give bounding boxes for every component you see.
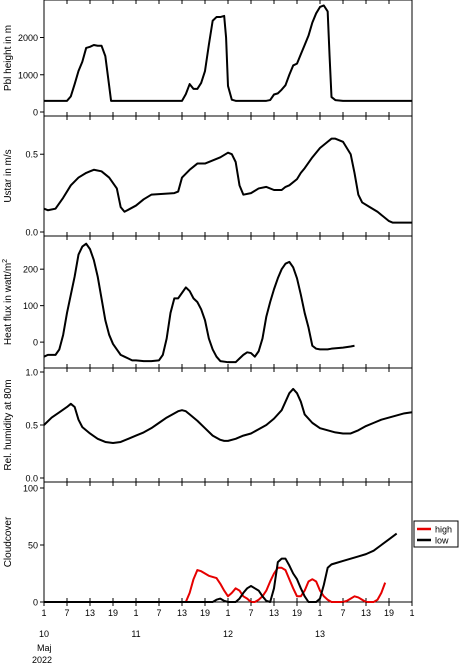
x-tick-label: 19: [108, 608, 118, 618]
x-tick-label: 7: [248, 608, 253, 618]
x-month-label: Maj: [37, 643, 52, 653]
x-tick-label: 7: [340, 608, 345, 618]
x-year-label: 2022: [32, 655, 52, 664]
panel-frame: [43, 235, 413, 369]
y-axis-label: Cloudcover: [3, 516, 14, 567]
series-line-heat: [43, 242, 355, 364]
y-tick-label: 0: [33, 108, 38, 118]
x-day-label: 12: [223, 629, 233, 639]
panel-frame: [43, 115, 413, 237]
y-tick-label: 100: [23, 301, 38, 311]
y-tick-label: 0.5: [25, 150, 38, 160]
y-tick-label: 50: [28, 541, 38, 551]
panel-rh: 0.0 0.5 1.0 Rel. humidity at 80m: [3, 367, 413, 484]
legend-entry: high: [435, 525, 452, 535]
y-tick-label: 0.0: [25, 474, 38, 484]
panel-frame: [43, 367, 413, 483]
x-tick-label: 13: [85, 608, 95, 618]
x-tick-label: 7: [64, 608, 69, 618]
x-tick-label: 1: [225, 608, 230, 618]
y-tick-label: 1000: [18, 70, 38, 80]
y-tick-label: 1.0: [25, 368, 38, 378]
series-line-ustar: [43, 137, 412, 224]
y-axis-label: Pbl height in m: [3, 25, 14, 91]
x-day-label: 10: [39, 629, 49, 639]
x-day-label: 13: [315, 629, 325, 639]
x-axis: 1 7 13 19 1 7 13 19 1 7 13 19 1 7 13 19 1 10 11 12 13 Maj 2022: [32, 602, 415, 664]
x-tick-label: 13: [361, 608, 371, 618]
y-tick-label: 0: [33, 598, 38, 608]
y-axis-label: Heat flux in watt/m2: [2, 259, 14, 345]
y-axis-label: Ustar in m/s: [3, 149, 14, 202]
panel-pbl: 0 1000 2000 Pbl height in m: [3, 0, 413, 118]
x-tick-label: 1: [409, 608, 414, 618]
legend-entry: low: [435, 536, 449, 546]
y-tick-label: 200: [23, 265, 38, 275]
y-tick-label: 100: [23, 484, 38, 494]
y-tick-label: 0.5: [25, 421, 38, 431]
series-line-low: [44, 532, 398, 603]
x-tick-label: 7: [156, 608, 161, 618]
x-tick-label: 1: [41, 608, 46, 618]
x-tick-label: 19: [384, 608, 394, 618]
x-tick-label: 19: [292, 608, 302, 618]
y-tick-label: 0: [33, 338, 38, 348]
series-line-rh: [43, 387, 413, 445]
x-tick-label: 1: [317, 608, 322, 618]
panel-frame: [43, 481, 413, 603]
panel-ustar: 0.0 0.5 Ustar in m/s: [3, 115, 413, 238]
series-line-pbl: [44, 4, 412, 102]
x-tick-label: 1: [133, 608, 138, 618]
x-tick-label: 19: [200, 608, 210, 618]
panel-heat: 0 100 200 Heat flux in watt/m2: [2, 235, 413, 369]
x-tick-label: 13: [177, 608, 187, 618]
legend-box: [413, 520, 459, 548]
x-day-label: 11: [131, 629, 140, 639]
series-line-high: [44, 566, 387, 603]
y-tick-label: 0.0: [25, 228, 38, 238]
x-tick-label: 13: [269, 608, 279, 618]
panel-frame: [43, 0, 413, 117]
y-axis-label: Rel. humidity at 80m: [3, 379, 14, 470]
y-tick-label: 2000: [18, 33, 38, 43]
